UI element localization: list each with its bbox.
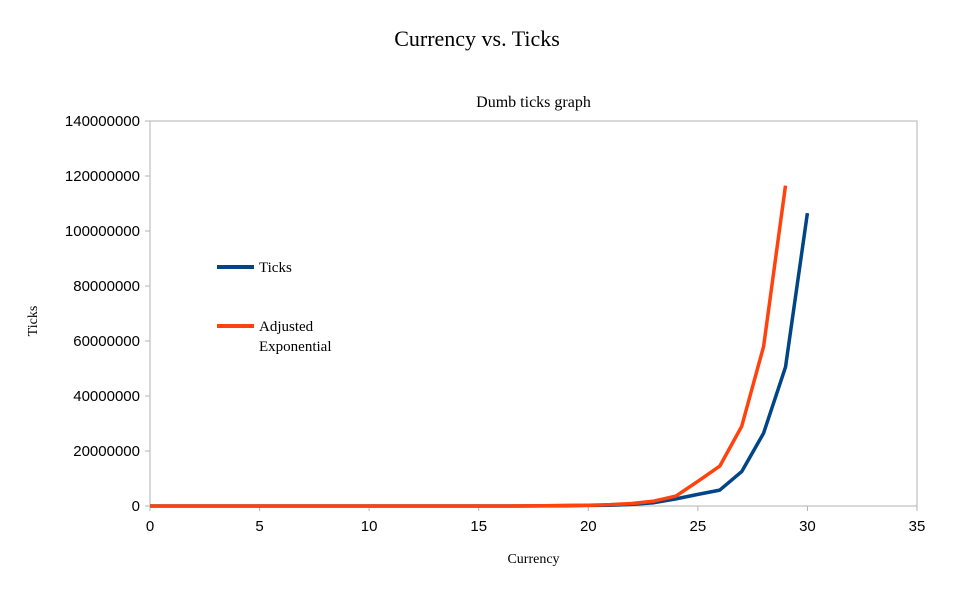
- legend-label: Adjusted Exponential: [259, 319, 331, 355]
- y-tick-label: 100000000: [65, 223, 140, 240]
- legend-label-line: Adjusted: [259, 319, 314, 335]
- x-tick-label: 15: [470, 518, 487, 535]
- x-tick-label: 5: [255, 518, 263, 535]
- series-line-adjusted-exponential: [150, 185, 788, 508]
- chart-title: Currency vs. Ticks: [394, 26, 560, 51]
- series-layer: [150, 185, 810, 508]
- legend: Ticks Adjusted Exponential: [217, 260, 331, 355]
- y-tick-label: 0: [132, 498, 140, 515]
- x-axis-label: Currency: [507, 552, 560, 567]
- x-tick-label: 10: [361, 518, 378, 535]
- x-tick-label: 30: [799, 518, 816, 535]
- series-line-ticks: [150, 212, 810, 508]
- legend-label: Ticks: [259, 260, 292, 276]
- x-tick-label: 20: [580, 518, 597, 535]
- x-tick-label: 35: [909, 518, 926, 535]
- ticks-layer: 0 5 10 15 20 25 30 35 0 20000000 40000000 60000000 8…: [65, 113, 925, 535]
- plot-area-frame: [149, 120, 918, 507]
- y-tick-label: 20000000: [73, 443, 140, 460]
- y-tick-label: 40000000: [73, 388, 140, 405]
- y-tick-label: 60000000: [73, 333, 140, 350]
- y-tick-label: 120000000: [65, 168, 140, 185]
- y-tick-label: 80000000: [73, 278, 140, 295]
- x-tick-label: 25: [690, 518, 707, 535]
- chart-subtitle: Dumb ticks graph: [476, 94, 591, 111]
- legend-label-line: Exponential: [259, 339, 331, 355]
- axes-layer: [149, 120, 918, 507]
- y-tick-label: 140000000: [65, 113, 140, 130]
- x-tick-label: 0: [146, 518, 154, 535]
